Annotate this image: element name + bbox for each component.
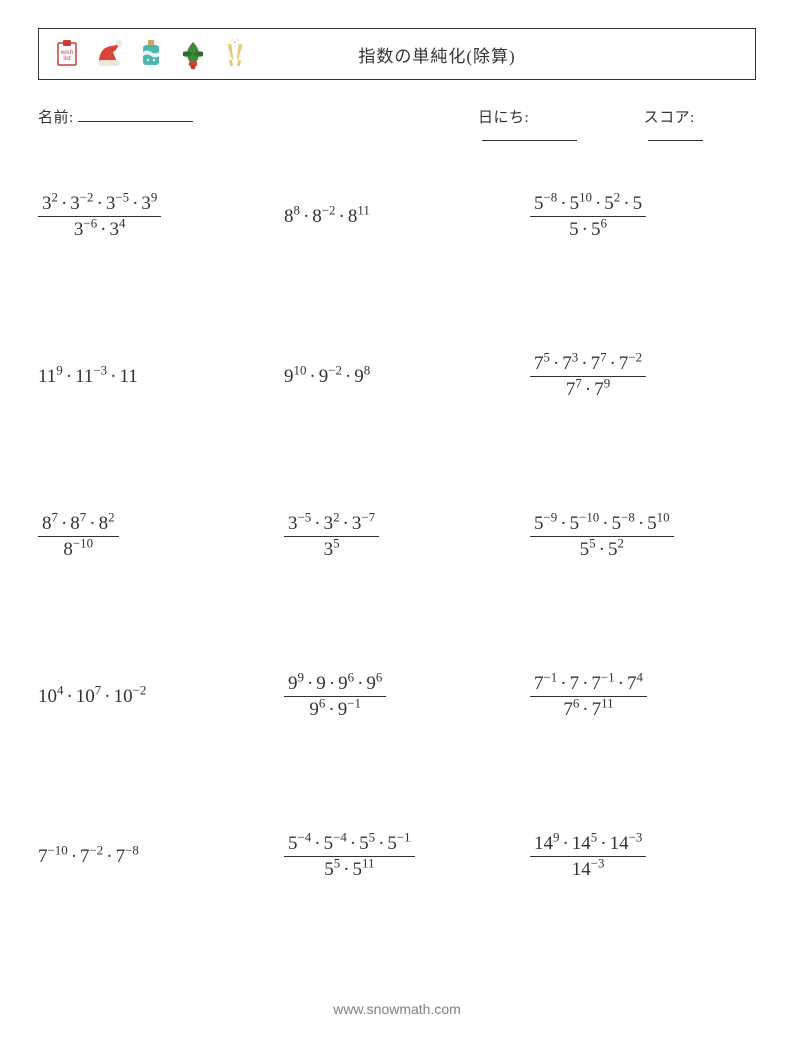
denominator: 3−6·34 bbox=[38, 216, 161, 239]
svg-text:list: list bbox=[63, 56, 71, 62]
problem-cell: 910·9−2·98 bbox=[284, 346, 510, 406]
fraction: 32·3−2·3−5·393−6·34 bbox=[38, 194, 161, 239]
denominator: 14−3 bbox=[530, 856, 646, 879]
denominator: 76·711 bbox=[530, 696, 647, 719]
fraction: 5−8·510·52·55·56 bbox=[530, 194, 646, 239]
problem-cell: 3−5·32·3−735 bbox=[284, 506, 510, 566]
numerator: 3−5·32·3−7 bbox=[284, 514, 379, 536]
problem-cell: 87·87·828−10 bbox=[38, 506, 264, 566]
denominator: 5·56 bbox=[530, 216, 646, 239]
holly-icon bbox=[177, 38, 209, 70]
expression: 910·9−2·98 bbox=[284, 367, 370, 386]
footer-watermark: www.snowmath.com bbox=[0, 1001, 794, 1017]
problem-cell: 32·3−2·3−5·393−6·34 bbox=[38, 186, 264, 246]
problem-cell: 5−8·510·52·55·56 bbox=[530, 186, 756, 246]
denominator: 77·79 bbox=[530, 376, 646, 399]
problem-grid: 32·3−2·3−5·393−6·34 88·8−2·811 5−8·510·52·… bbox=[38, 186, 756, 886]
fraction: 3−5·32·3−735 bbox=[284, 514, 379, 559]
problem-cell: 104·107·10−2 bbox=[38, 666, 264, 726]
date-label: 日にち: bbox=[478, 110, 529, 126]
denominator: 8−10 bbox=[38, 536, 119, 559]
info-row: 名前: 日にち: スコア: bbox=[38, 106, 756, 146]
fraction: 7−1·7·7−1·7476·711 bbox=[530, 674, 647, 719]
numerator: 5−9·5−10·5−8·510 bbox=[530, 514, 674, 536]
fraction: 5−9·5−10·5−8·51055·52 bbox=[530, 514, 674, 559]
score-label: スコア: bbox=[644, 110, 695, 126]
problem-cell: 7−1·7·7−1·7476·711 bbox=[530, 666, 756, 726]
worksheet-header: wish list 指数の単純化(除 bbox=[38, 28, 756, 80]
numerator: 5−4·5−4·55·5−1 bbox=[284, 834, 415, 856]
ornament-icon bbox=[135, 38, 167, 70]
date-blank bbox=[482, 127, 577, 141]
problem-cell: 5−9·5−10·5−8·51055·52 bbox=[530, 506, 756, 566]
denominator: 55·52 bbox=[530, 536, 674, 559]
numerator: 7−1·7·7−1·74 bbox=[530, 674, 647, 696]
problem-cell: 99·9·96·9696·9−1 bbox=[284, 666, 510, 726]
numerator: 87·87·82 bbox=[38, 514, 119, 536]
date-field: 日にち: bbox=[478, 106, 630, 146]
score-field: スコア: bbox=[644, 106, 756, 146]
name-label: 名前: bbox=[38, 106, 74, 127]
wishlist-icon: wish list bbox=[51, 38, 83, 70]
name-blank bbox=[78, 108, 193, 122]
denominator: 35 bbox=[284, 536, 379, 559]
fraction: 99·9·96·9696·9−1 bbox=[284, 674, 386, 719]
numerator: 99·9·96·96 bbox=[284, 674, 386, 696]
problem-cell: 7−10·7−2·7−8 bbox=[38, 826, 264, 886]
expression: 7−10·7−2·7−8 bbox=[38, 847, 139, 866]
expression: 104·107·10−2 bbox=[38, 687, 146, 706]
problem-cell: 5−4·5−4·55·5−155·511 bbox=[284, 826, 510, 886]
problem-cell: 88·8−2·811 bbox=[284, 186, 510, 246]
denominator: 55·511 bbox=[284, 856, 415, 879]
champagne-icon bbox=[219, 38, 251, 70]
fraction: 149·145·14−314−3 bbox=[530, 834, 646, 879]
santa-hat-icon bbox=[93, 38, 125, 70]
fraction: 75·73·77·7−277·79 bbox=[530, 354, 646, 399]
fraction: 5−4·5−4·55·5−155·511 bbox=[284, 834, 415, 879]
worksheet-title: 指数の単純化(除算) bbox=[251, 42, 743, 67]
name-field: 名前: bbox=[38, 106, 478, 146]
expression: 88·8−2·811 bbox=[284, 207, 370, 226]
expression: 119·11−3·11 bbox=[38, 367, 138, 386]
denominator: 96·9−1 bbox=[284, 696, 386, 719]
problem-cell: 149·145·14−314−3 bbox=[530, 826, 756, 886]
numerator: 149·145·14−3 bbox=[530, 834, 646, 856]
fraction: 87·87·828−10 bbox=[38, 514, 119, 559]
numerator: 32·3−2·3−5·39 bbox=[38, 194, 161, 216]
numerator: 75·73·77·7−2 bbox=[530, 354, 646, 376]
score-blank bbox=[648, 127, 703, 141]
header-icon-strip: wish list bbox=[51, 38, 251, 70]
problem-cell: 75·73·77·7−277·79 bbox=[530, 346, 756, 406]
numerator: 5−8·510·52·5 bbox=[530, 194, 646, 216]
problem-cell: 119·11−3·11 bbox=[38, 346, 264, 406]
